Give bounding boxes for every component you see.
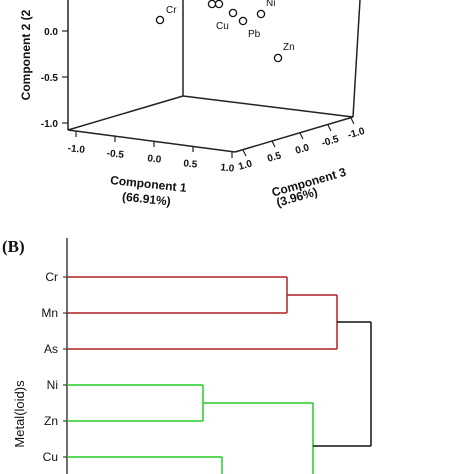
point-cr — [155, 15, 165, 25]
y-tick-1: -0.5 — [41, 73, 59, 84]
x-tick-1: -0.5 — [106, 148, 125, 161]
x-tick-4: 1.0 — [220, 162, 235, 174]
root-branch — [313, 321, 372, 447]
pca-panel: 0.0 -0.5 -1.0 Component 2 (2 -1.0 -0.5 0… — [19, 0, 367, 210]
point-unlabeled-1 — [207, 0, 217, 9]
dendrogram-y-title: Metal(loid)s — [12, 380, 27, 448]
leaf-label-as: As — [44, 342, 58, 356]
z-tick-1: 0.5 — [266, 150, 283, 165]
point-pb — [238, 16, 248, 26]
leaf-label-mn: Mn — [41, 306, 58, 320]
leaf-label-zn: Zn — [44, 414, 58, 428]
cluster-red — [67, 276, 338, 350]
z-tick-4: -1.0 — [347, 126, 367, 141]
x-axis-line — [67, 129, 236, 153]
dendrogram-panel: (B) Cr Mn As Ni Zn Cu Metal(loid)s — [2, 237, 372, 474]
y-axis-title: Component 2 (2 — [19, 9, 33, 100]
point-label-ni: Ni — [266, 0, 275, 9]
cluster-green — [67, 384, 314, 474]
x-tick-2: 0.0 — [147, 153, 162, 165]
leaf-label-cu: Cu — [43, 450, 58, 464]
y-tick-2: -1.0 — [41, 119, 59, 130]
point-label-zn: Zn — [283, 42, 295, 53]
z-tick-0: 1.0 — [237, 158, 254, 173]
point-ni — [256, 9, 266, 19]
leaf-label-cr: Cr — [45, 270, 58, 284]
point-label-cu: Cu — [216, 21, 229, 32]
point-label-cr: Cr — [166, 5, 177, 16]
box-floor-back-left — [67, 95, 184, 131]
z-axis-line — [234, 116, 354, 153]
x-axis-variance: (66.91%) — [121, 190, 171, 209]
point-zn — [273, 53, 283, 63]
box-right-edge — [352, 0, 361, 118]
z-tick-3: -0.5 — [321, 134, 341, 149]
y-tick-0: 0.0 — [44, 27, 58, 38]
point-cu — [228, 8, 238, 18]
box-floor-back-right — [182, 95, 354, 118]
leaf-label-ni: Ni — [47, 378, 58, 392]
x-tick-3: 0.5 — [183, 158, 198, 170]
x-tick-0: -1.0 — [67, 143, 86, 156]
z-tick-2: 0.0 — [294, 142, 311, 157]
point-unlabeled-2 — [214, 0, 224, 9]
panel-label-b: (B) — [2, 237, 25, 256]
point-label-pb: Pb — [248, 29, 261, 40]
